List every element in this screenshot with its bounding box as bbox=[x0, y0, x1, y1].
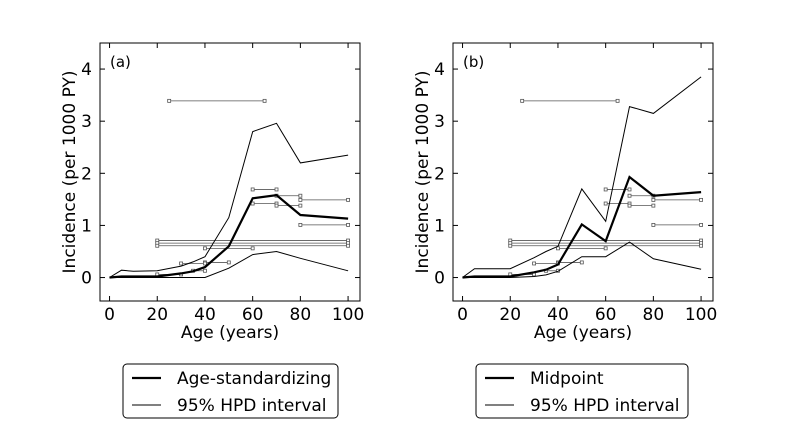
panel-a: 0 20 40 60 80 100 0 1 2 3 4 Age (years) Incidence (p… bbox=[60, 42, 364, 419]
interval-endpoint bbox=[203, 261, 207, 266]
legend-box bbox=[475, 363, 689, 419]
hpd-lower-line bbox=[462, 241, 702, 278]
x-tick-label: 60 bbox=[595, 305, 617, 325]
x-tick-label: 0 bbox=[457, 305, 468, 325]
interval-endpoint bbox=[520, 98, 525, 103]
interval-endpoint bbox=[298, 223, 303, 227]
interval-endpoint bbox=[508, 243, 513, 248]
interval-endpoint bbox=[532, 261, 537, 266]
panel-label: (b) bbox=[463, 53, 484, 71]
y-tick-label: 3 bbox=[434, 112, 445, 132]
x-tick-label: 100 bbox=[685, 305, 717, 325]
y-tick-label: 3 bbox=[81, 112, 92, 132]
interval-endpoint bbox=[346, 223, 350, 227]
interval-endpoint bbox=[651, 197, 656, 202]
y-tick-label: 2 bbox=[81, 164, 92, 184]
interval-endpoint bbox=[699, 243, 703, 248]
panel-label: (a) bbox=[110, 53, 131, 71]
x-axis-label: Age (years) bbox=[534, 323, 632, 343]
interval-endpoint bbox=[298, 197, 303, 202]
interval-endpoint bbox=[627, 187, 632, 192]
interval-endpoint bbox=[627, 193, 632, 198]
interval-endpoint bbox=[699, 197, 703, 202]
interval-endpoint bbox=[627, 203, 632, 208]
interval-endpoint bbox=[651, 203, 656, 208]
interval-endpoint bbox=[298, 203, 303, 208]
y-tick-label: 2 bbox=[434, 164, 445, 184]
plot-frame bbox=[452, 42, 714, 302]
hpd-upper-line bbox=[109, 122, 349, 278]
x-tick-label: 60 bbox=[242, 305, 264, 325]
plot-frame bbox=[99, 42, 361, 302]
interval-endpoint bbox=[250, 246, 255, 251]
interval-endpoint bbox=[274, 203, 279, 208]
legend-label: 95% HPD interval bbox=[530, 396, 680, 416]
estimate-line bbox=[109, 194, 349, 279]
hpd-upper-line bbox=[462, 76, 702, 278]
interval-endpoint bbox=[167, 98, 172, 103]
x-tick-label: 40 bbox=[194, 305, 216, 325]
interval-endpoint bbox=[203, 268, 207, 273]
x-tick-label: 80 bbox=[290, 305, 312, 325]
interval-endpoint bbox=[603, 246, 608, 251]
x-tick-label: 0 bbox=[104, 305, 115, 325]
legend-label: Midpoint bbox=[530, 369, 604, 389]
interval-endpoint bbox=[274, 187, 279, 192]
x-tick-label: 80 bbox=[643, 305, 665, 325]
legend-label: Age-standardizing bbox=[177, 369, 331, 389]
interval-endpoint bbox=[615, 98, 620, 103]
interval-endpoint bbox=[603, 201, 608, 206]
interval-endpoint bbox=[179, 261, 184, 266]
x-tick-label: 40 bbox=[547, 305, 569, 325]
interval-endpoint bbox=[298, 193, 303, 198]
x-axis-label: Age (years) bbox=[181, 323, 279, 343]
y-tick-label: 0 bbox=[81, 269, 92, 289]
x-tick-label: 100 bbox=[332, 305, 364, 325]
y-axis-label: Incidence (per 1000 PY) bbox=[413, 71, 433, 274]
interval-endpoint bbox=[250, 187, 255, 192]
interval-endpoint bbox=[699, 223, 703, 227]
y-tick-label: 4 bbox=[81, 60, 92, 80]
interval-endpoint bbox=[203, 246, 207, 251]
hpd-lower-line bbox=[109, 250, 349, 278]
y-axis-label: Incidence (per 1000 PY) bbox=[60, 71, 80, 274]
panel-b: 0 20 40 60 80 100 0 1 2 3 4 Age (years) Incidence (p… bbox=[413, 42, 717, 419]
interval-endpoint bbox=[262, 98, 267, 103]
interval-endpoint bbox=[226, 260, 231, 265]
x-tick-label: 20 bbox=[146, 305, 168, 325]
y-tick-label: 4 bbox=[434, 60, 445, 80]
interval-endpoint bbox=[155, 243, 160, 248]
y-tick-label: 0 bbox=[434, 269, 445, 289]
interval-endpoint bbox=[346, 197, 350, 202]
estimate-line bbox=[462, 175, 702, 279]
interval-endpoint bbox=[651, 223, 656, 227]
y-tick-label: 1 bbox=[81, 216, 92, 236]
y-tick-label: 1 bbox=[434, 216, 445, 236]
legend-box bbox=[122, 363, 339, 419]
interval-endpoint bbox=[579, 260, 584, 265]
legend-label: 95% HPD interval bbox=[177, 396, 327, 416]
interval-endpoint bbox=[603, 187, 608, 192]
x-tick-label: 20 bbox=[499, 305, 521, 325]
interval-endpoint bbox=[346, 243, 350, 248]
